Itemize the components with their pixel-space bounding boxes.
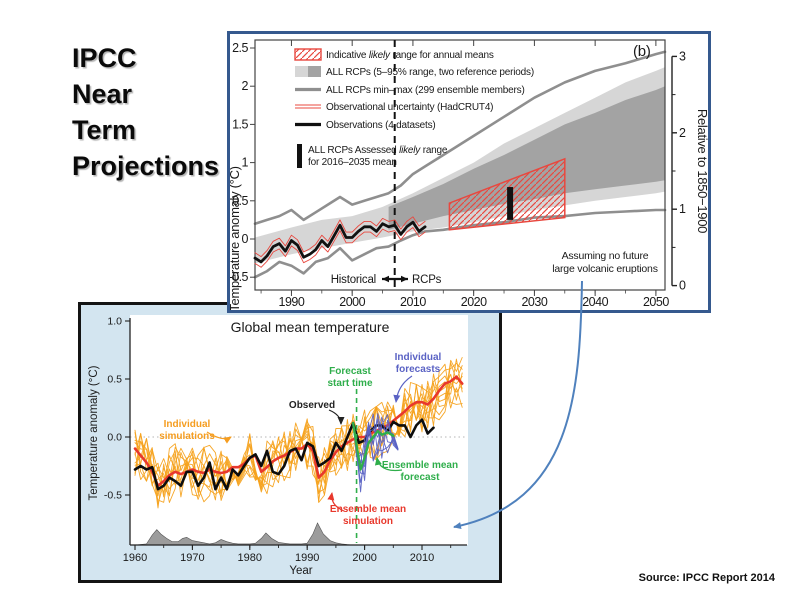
svg-text:Forecast: Forecast xyxy=(329,366,371,377)
slide-title-line: Near xyxy=(72,79,133,109)
svg-text:Observed: Observed xyxy=(289,400,335,411)
svg-text:2030: 2030 xyxy=(521,295,547,309)
svg-text:0: 0 xyxy=(242,232,249,246)
svg-text:large volcanic eruptions: large volcanic eruptions xyxy=(552,263,658,275)
svg-text:ALL RCPs (5–95% range, two ref: ALL RCPs (5–95% range, two reference per… xyxy=(326,67,534,78)
svg-text:2050: 2050 xyxy=(643,295,669,309)
svg-text:2020: 2020 xyxy=(461,295,487,309)
svg-text:2: 2 xyxy=(679,126,686,140)
svg-text:-0.5: -0.5 xyxy=(104,490,122,502)
svg-text:3: 3 xyxy=(679,49,686,63)
svg-text:1970: 1970 xyxy=(180,552,204,564)
svg-text:0.5: 0.5 xyxy=(232,194,248,208)
svg-text:for 2016–2035 mean: for 2016–2035 mean xyxy=(308,157,397,168)
svg-text:start time: start time xyxy=(327,378,372,389)
svg-text:RCPs: RCPs xyxy=(412,274,442,286)
source-citation: Source: IPCC Report 2014 xyxy=(638,572,775,584)
svg-text:-0.5: -0.5 xyxy=(230,270,249,284)
svg-text:simulation: simulation xyxy=(343,516,393,527)
slide-title-line: IPCC xyxy=(72,43,137,73)
svg-text:2.5: 2.5 xyxy=(232,41,248,55)
svg-text:1.5: 1.5 xyxy=(232,117,248,131)
svg-text:2040: 2040 xyxy=(582,295,608,309)
svg-text:0: 0 xyxy=(679,279,686,293)
svg-text:1.0: 1.0 xyxy=(107,316,122,328)
slide-title-line: Term xyxy=(72,115,137,145)
svg-text:Individual: Individual xyxy=(395,352,442,363)
svg-text:1: 1 xyxy=(242,156,249,170)
svg-text:1980: 1980 xyxy=(238,552,262,564)
svg-text:2000: 2000 xyxy=(352,552,376,564)
global-mean-temperature-panel: 1960 1970 1980 1990 2000 2010 -0.5 0.0 0.5 1.0 Yea… xyxy=(78,302,502,583)
svg-text:1990: 1990 xyxy=(295,552,319,564)
svg-text:ALL RCPs Assessed likely range: ALL RCPs Assessed likely range xyxy=(308,145,448,156)
svg-text:Temperature anomaly (°C): Temperature anomaly (°C) xyxy=(88,365,100,500)
svg-text:simulations: simulations xyxy=(159,431,215,442)
svg-text:Assuming no future: Assuming no future xyxy=(562,250,649,262)
svg-text:ALL RCPs min–max (299 ensemble: ALL RCPs min–max (299 ensemble members) xyxy=(326,85,525,96)
svg-text:Individual: Individual xyxy=(164,419,211,430)
svg-text:Observations (4 datasets): Observations (4 datasets) xyxy=(326,120,436,131)
svg-text:forecast: forecast xyxy=(401,472,441,483)
svg-text:1: 1 xyxy=(679,202,686,216)
ipcc-projection-chart: 1990 2000 2010 2020 2030 2040 2050 -0.5 0 0.5 1 1.5… xyxy=(230,39,708,310)
global-mean-temperature-chart: 1960 1970 1980 1990 2000 2010 -0.5 0.0 0.5 1.0 Yea… xyxy=(88,315,468,577)
svg-text:Year: Year xyxy=(289,565,312,577)
svg-text:(b): (b) xyxy=(633,43,651,60)
svg-text:0.0: 0.0 xyxy=(107,432,122,444)
legend: Indicative likely range for annual means… xyxy=(294,48,534,168)
assessed-likely-bar xyxy=(507,187,514,220)
historical-rcps-arrow xyxy=(382,275,408,283)
slide-title-line: Projections xyxy=(72,151,220,181)
svg-text:Global mean temperature: Global mean temperature xyxy=(231,319,390,335)
svg-text:2: 2 xyxy=(242,79,249,93)
projection-chart-panel: 1990 2000 2010 2020 2030 2040 2050 -0.5 0 0.5 1 1.5… xyxy=(227,31,711,313)
svg-text:Temperature anomaly (°C): Temperature anomaly (°C) xyxy=(230,166,242,310)
svg-text:1990: 1990 xyxy=(279,295,305,309)
svg-text:Indicative likely range for an: Indicative likely range for annual means xyxy=(326,50,494,61)
svg-text:2010: 2010 xyxy=(400,295,426,309)
svg-text:Historical: Historical xyxy=(331,274,376,286)
slide-title: IPCC Near Term Projections xyxy=(72,40,219,184)
svg-text:Relative to 1850−1900: Relative to 1850−1900 xyxy=(695,109,708,233)
svg-text:0.5: 0.5 xyxy=(107,374,122,386)
svg-text:Observational uncertainty (Had: Observational uncertainty (HadCRUT4) xyxy=(326,102,493,113)
svg-text:Ensemble mean: Ensemble mean xyxy=(330,504,406,515)
svg-text:Ensemble mean: Ensemble mean xyxy=(382,460,458,471)
svg-text:forecasts: forecasts xyxy=(396,364,441,375)
svg-text:2010: 2010 xyxy=(410,552,434,564)
svg-text:1960: 1960 xyxy=(123,552,147,564)
svg-text:2000: 2000 xyxy=(339,295,365,309)
